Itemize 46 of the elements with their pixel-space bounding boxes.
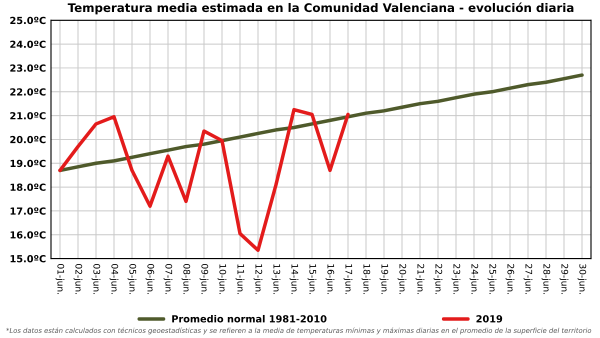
y-tick-label: 24.0ºC <box>10 40 46 48</box>
x-tick-label: 20-jun. <box>398 264 406 294</box>
x-tick-label: 12-jun. <box>254 264 262 294</box>
y-tick-label: 25.0ºC <box>10 16 46 24</box>
x-tick-label: 06-jun. <box>146 264 154 294</box>
x-tick-label: 21-jun. <box>416 264 424 294</box>
y-tick-label: 23.0ºC <box>10 64 46 72</box>
legend-label: 2019 <box>476 315 502 323</box>
y-tick-label: 15.0ºC <box>10 255 46 262</box>
line-series <box>58 108 350 252</box>
x-tick-label: 22-jun. <box>434 264 442 294</box>
y-tick-label: 16.0ºC <box>10 231 46 239</box>
y-tick-label: 17.0ºC <box>10 207 46 215</box>
x-tick-label: 28-jun. <box>542 264 550 294</box>
y-tick-label: 21.0ºC <box>10 112 46 120</box>
y-tick-label: 22.0ºC <box>10 88 46 96</box>
legend-label: Promedio normal 1981-2010 <box>172 314 326 323</box>
x-tick-label: 25-jun. <box>488 264 496 294</box>
x-tick-label: 24-jun. <box>470 264 478 294</box>
x-tick-label: 26-jun. <box>506 264 514 294</box>
x-tick-label: 02-jun. <box>74 264 82 294</box>
x-tick-label: 10-jun. <box>218 264 226 294</box>
x-tick-label: 30-jun. <box>578 264 586 294</box>
x-tick-label: 17-jun. <box>344 264 352 294</box>
x-tick-label: 13-jun. <box>272 264 280 294</box>
x-tick-label: 18-jun. <box>362 264 370 294</box>
x-tick-label: 07-jun. <box>164 264 172 294</box>
y-tick-label: 18.0ºC <box>10 184 46 191</box>
x-tick-label: 15-jun. <box>308 264 316 294</box>
x-tick-label: 14-jun. <box>290 264 298 294</box>
x-tick-label: 19-jun. <box>380 264 388 294</box>
x-tick-label: 01-jun. <box>56 264 64 294</box>
x-tick-label: 29-jun. <box>560 264 568 294</box>
x-tick-label: 11-jun. <box>236 264 244 294</box>
x-tick-label: 05-jun. <box>128 264 136 294</box>
y-tick-label: 19.0ºC <box>10 160 46 168</box>
x-tick-label: 08-jun. <box>182 264 190 294</box>
line-series <box>58 73 584 172</box>
x-tick-label: 27-jun. <box>524 264 532 294</box>
chart-title: Temperatura media estimada en la Comunidad Valenciana - evolución diaria <box>68 2 574 14</box>
x-tick-label: 16-jun. <box>326 264 334 294</box>
x-tick-label: 09-jun. <box>200 264 208 294</box>
x-tick-label: 03-jun. <box>92 264 100 294</box>
x-tick-label: 04-jun. <box>110 264 118 294</box>
x-tick-label: 23-jun. <box>452 264 460 294</box>
y-tick-label: 20.0ºC <box>10 136 46 144</box>
